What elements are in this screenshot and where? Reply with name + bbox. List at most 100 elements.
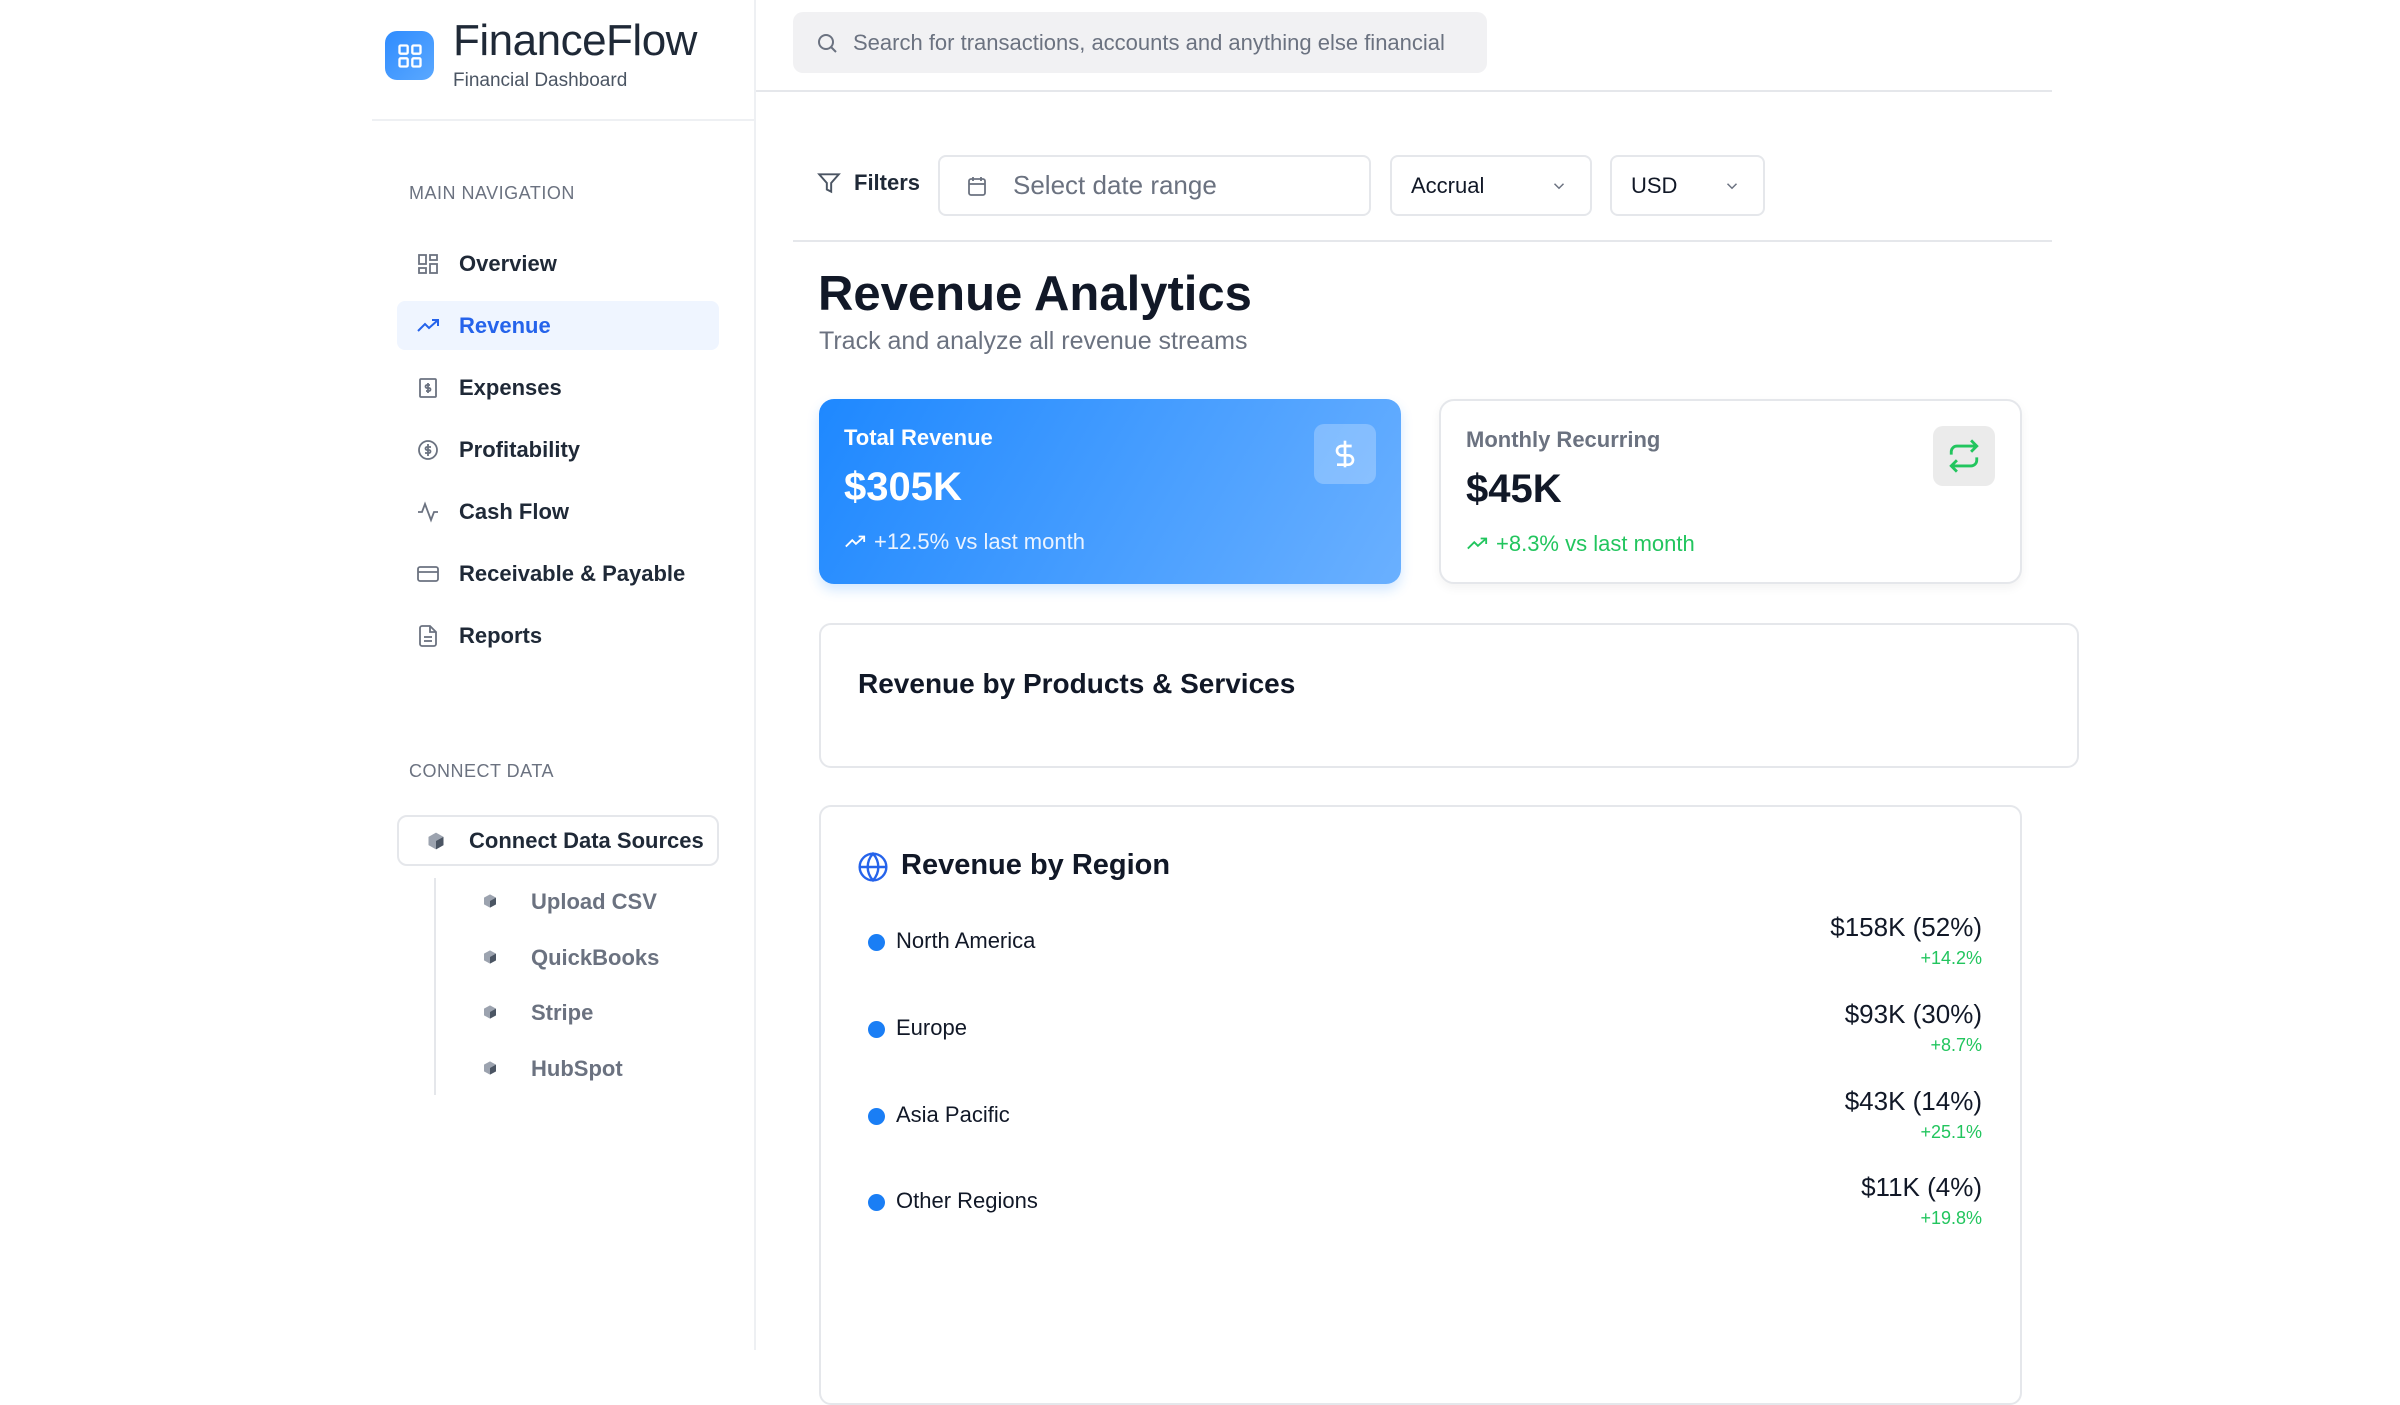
kpi-label: Total Revenue [844, 425, 993, 450]
region-change: +25.1% [1920, 1122, 1982, 1142]
kpi-value: $305K [844, 465, 962, 509]
region-row: Asia Pacific $43K (14%) +25.1% [866, 1086, 1982, 1146]
brand-subtitle: Financial Dashboard [453, 70, 628, 91]
calendar-icon [965, 174, 989, 198]
source-label: HubSpot [531, 1056, 623, 1081]
sidebar-item-overview[interactable]: Overview [397, 239, 719, 288]
accounting-basis-select[interactable]: Accrual [1390, 155, 1592, 216]
cube-icon [426, 831, 446, 851]
region-value: $43K (14%) [1844, 1086, 1982, 1116]
products-services-panel: Revenue by Products & Services [819, 623, 2079, 768]
sidebar-item-label: Cash Flow [459, 498, 570, 524]
region-row: Other Regions $11K (4%) +19.8% [866, 1172, 1982, 1232]
receipt-icon [415, 375, 441, 401]
trending-up-icon [844, 531, 866, 553]
kpi-label: Monthly Recurring [1466, 427, 1661, 452]
kpi-change-text: +12.5% vs last month [874, 529, 1085, 554]
sidebar: FinanceFlow Financial Dashboard MAIN NAV… [372, 0, 756, 1350]
main-navigation-label: MAIN NAVIGATION [409, 183, 575, 203]
chevron-down-icon [1550, 177, 1568, 195]
repeat-icon [1933, 426, 1995, 486]
region-dot [868, 1194, 885, 1211]
cube-icon [482, 1000, 502, 1026]
globe-icon [857, 851, 889, 883]
region-name: Europe [896, 1015, 967, 1040]
currency-select[interactable]: USD [1610, 155, 1765, 216]
source-hubspot[interactable]: HubSpot [482, 1056, 623, 1082]
connect-data-sources-label: Connect Data Sources [469, 827, 704, 853]
filters-label: Filters [854, 170, 921, 195]
dollar-icon [1314, 424, 1376, 484]
connect-data-label: CONNECT DATA [409, 761, 555, 781]
region-change: +19.8% [1920, 1208, 1982, 1228]
region-dot [868, 1108, 885, 1125]
filters-button[interactable]: Filters [816, 170, 920, 196]
dollar-circle-icon [415, 437, 441, 463]
source-label: Upload CSV [531, 889, 657, 914]
region-value: $93K (30%) [1844, 999, 1982, 1029]
page-title: Revenue Analytics [818, 267, 1252, 321]
region-row: North America $158K (52%) +14.2% [866, 912, 1982, 972]
revenue-by-region-title: Revenue by Region [901, 849, 1171, 881]
sidebar-item-label: Overview [459, 250, 557, 276]
grid-icon [415, 251, 441, 277]
currency-value: USD [1631, 172, 1678, 198]
region-row: Europe $93K (30%) +8.7% [866, 999, 1982, 1059]
trending-up-icon [1466, 533, 1488, 555]
sidebar-item-receivable-payable[interactable]: Receivable & Payable [397, 549, 719, 598]
sidebar-item-label: Receivable & Payable [459, 560, 686, 586]
accounting-basis-value: Accrual [1411, 172, 1485, 198]
cube-icon [482, 945, 502, 971]
kpi-change-text: +8.3% vs last month [1496, 531, 1695, 556]
header-divider [756, 90, 2052, 92]
kpi-change: +8.3% vs last month [1466, 531, 1695, 557]
filter-icon [816, 170, 842, 196]
chevron-down-icon [1723, 177, 1741, 195]
sidebar-item-revenue[interactable]: Revenue [397, 301, 719, 350]
date-range-picker[interactable]: Select date range [938, 155, 1371, 216]
source-stripe[interactable]: Stripe [482, 1000, 593, 1026]
region-dot [868, 1021, 885, 1038]
revenue-by-region-panel: Revenue by Region North America $158K (5… [819, 805, 2022, 1405]
file-text-icon [415, 623, 441, 649]
tree-line [434, 878, 436, 1095]
source-label: QuickBooks [531, 945, 660, 970]
sidebar-item-profitability[interactable]: Profitability [397, 425, 719, 474]
search-placeholder: Search for transactions, accounts and an… [853, 29, 1445, 55]
page-subtitle: Track and analyze all revenue streams [819, 327, 1248, 355]
filters-divider [793, 240, 2052, 242]
kpi-change: +12.5% vs last month [844, 529, 1085, 555]
region-name: Asia Pacific [896, 1102, 1010, 1127]
products-services-title: Revenue by Products & Services [858, 668, 1296, 699]
cube-icon [482, 1056, 502, 1082]
divider [372, 119, 756, 121]
cube-icon [482, 889, 502, 915]
search-input[interactable]: Search for transactions, accounts and an… [793, 12, 1487, 73]
region-name: North America [896, 928, 1036, 953]
region-value: $158K (52%) [1830, 912, 1982, 942]
kpi-card-total-revenue: Total Revenue $305K +12.5% vs last month [819, 399, 1401, 584]
sidebar-item-expenses[interactable]: Expenses [397, 363, 719, 412]
region-name: Other Regions [896, 1188, 1038, 1213]
search-icon [815, 31, 839, 55]
source-upload-csv[interactable]: Upload CSV [482, 889, 657, 915]
credit-card-icon [415, 561, 441, 587]
sidebar-item-label: Profitability [459, 436, 581, 462]
kpi-value: $45K [1466, 467, 1562, 511]
region-value: $11K (4%) [1861, 1172, 1982, 1202]
sidebar-item-reports[interactable]: Reports [397, 611, 719, 660]
activity-icon [415, 499, 441, 525]
source-label: Stripe [531, 1000, 594, 1025]
sidebar-item-cash-flow[interactable]: Cash Flow [397, 487, 719, 536]
source-quickbooks[interactable]: QuickBooks [482, 945, 659, 971]
sidebar-item-label: Expenses [459, 374, 562, 400]
logo-grid-icon [385, 31, 434, 80]
region-change: +8.7% [1930, 1035, 1982, 1055]
date-range-placeholder: Select date range [1013, 170, 1217, 200]
region-change: +14.2% [1920, 948, 1982, 968]
region-dot [868, 934, 885, 951]
brand-name: FinanceFlow [453, 16, 697, 65]
kpi-card-monthly-recurring: Monthly Recurring $45K +8.3% vs last mon… [1439, 399, 2022, 584]
sidebar-item-label: Revenue [459, 312, 551, 338]
connect-data-sources-button[interactable]: Connect Data Sources [397, 815, 719, 866]
